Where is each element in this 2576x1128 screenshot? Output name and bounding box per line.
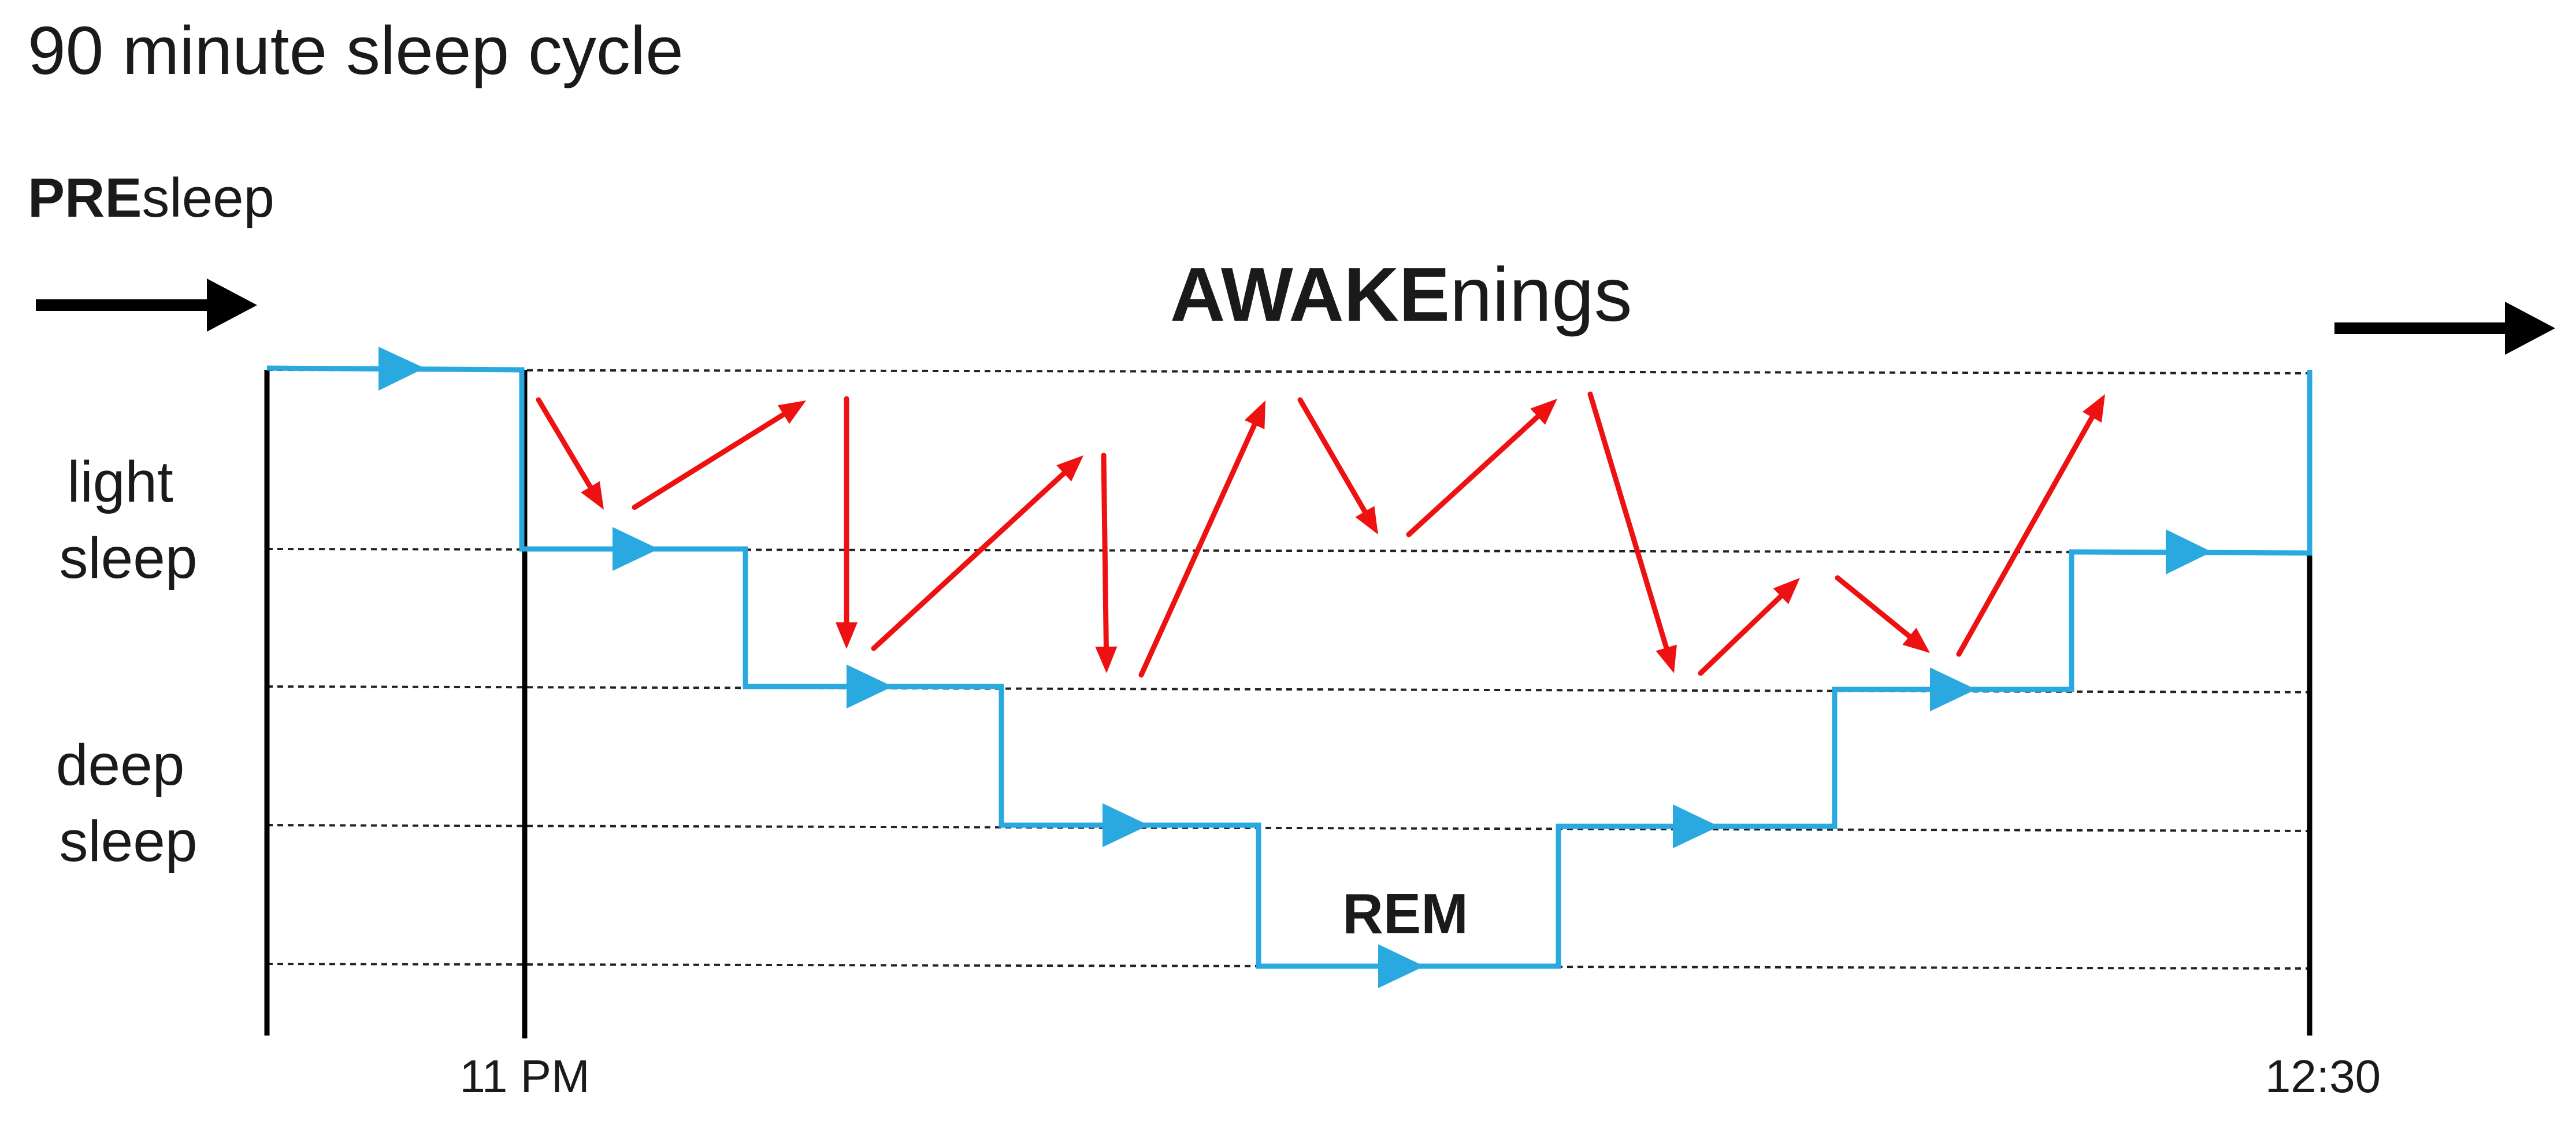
awakening-arrow-icon [871,455,1083,651]
awakenings-label: AWAKEnings [1170,252,1632,337]
deep-sleep-label: deep sleep [56,733,201,874]
light-sleep-line1: light [67,450,173,514]
sleep-cycle-path [266,365,2313,969]
awakening-arrow-icon [1956,394,2105,657]
gridline-light [266,548,2315,554]
deep-sleep-line2: sleep [59,809,197,874]
postsleep-arrow-icon [2334,302,2555,355]
direction-arrow-icon [1103,803,1149,847]
presleep-regular: sleep [142,167,274,229]
light-sleep-label: light sleep [59,450,197,591]
awakening-arrow-icon [1138,400,1265,678]
awakenings-bold: AWAKE [1170,252,1450,337]
tick-1230: 12:30 [2265,1051,2381,1102]
awakening-arrow-icon [536,397,604,510]
awakening-arrows [536,391,2105,678]
awakening-arrow-icon [1297,397,1378,535]
awakening-arrow-icon [1406,399,1557,537]
direction-arrow-icon [2166,529,2212,574]
presleep-arrow-icon [36,279,257,332]
diagram-title: 90 minute sleep cycle [28,13,684,89]
awakening-arrow-icon [632,400,806,510]
direction-arrow-icon [378,347,425,391]
direction-arrow-icon [1930,667,1976,711]
awakening-arrow-icon [1835,575,1930,653]
sleep-direction-arrows [378,347,2212,988]
gridline-deep [266,824,2315,832]
presleep-label: PREsleep [28,167,274,229]
direction-arrow-icon [1378,944,1424,988]
tick-11pm: 11 PM [459,1051,589,1102]
rem-label: REM [1342,882,1468,945]
gridline-awake [266,369,2315,374]
awakening-arrow-icon [1698,578,1800,676]
awakening-arrow-icon [836,396,858,649]
direction-arrow-icon [1673,804,1719,848]
direction-arrow-icon [847,665,893,708]
awakenings-regular: nings [1450,252,1632,337]
direction-arrow-icon [613,527,659,571]
deep-sleep-line1: deep [56,733,184,797]
presleep-bold: PRE [28,167,142,229]
awakening-arrow-icon [1095,452,1118,673]
awakening-arrow-icon [1587,391,1677,673]
light-sleep-line2: sleep [59,526,197,591]
